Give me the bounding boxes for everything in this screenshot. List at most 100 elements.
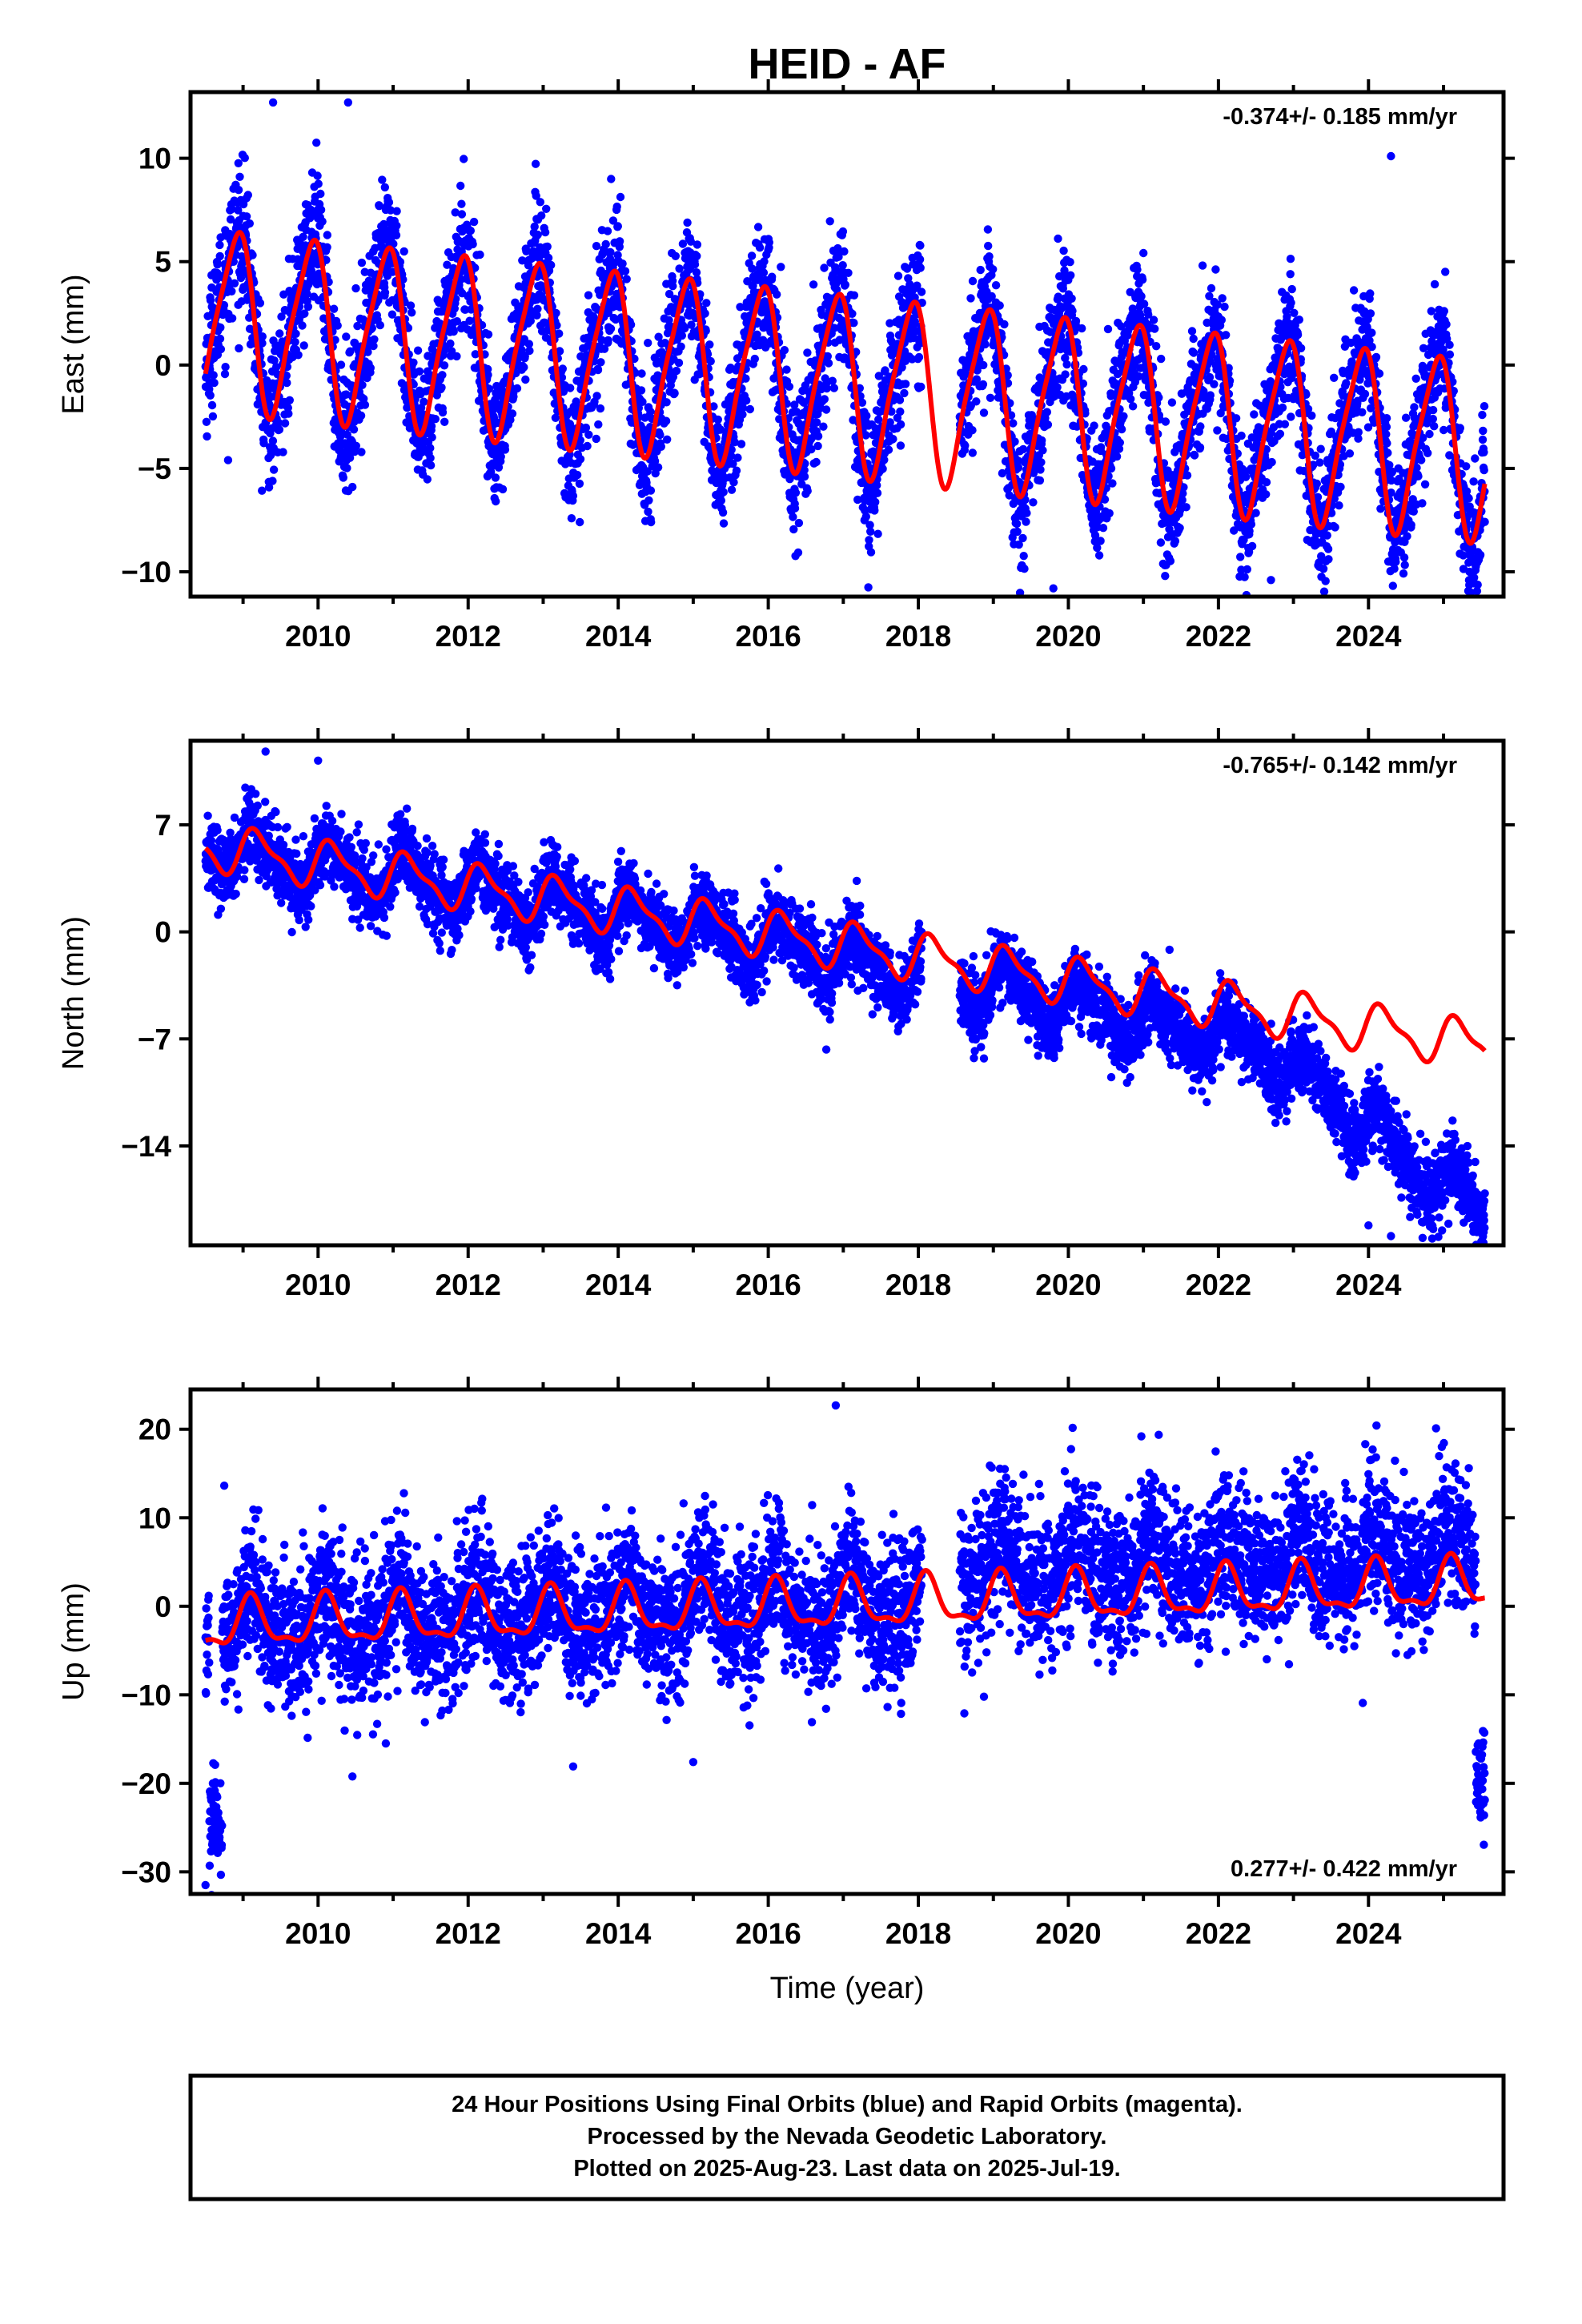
data-point [1000, 320, 1009, 329]
data-point [323, 231, 331, 239]
data-point [449, 327, 458, 336]
data-point [353, 321, 362, 331]
data-point [1061, 370, 1070, 379]
data-point [380, 288, 390, 297]
data-point [820, 395, 829, 404]
data-point [1115, 438, 1125, 447]
data-point [1014, 463, 1023, 472]
data-point [896, 420, 905, 429]
data-point [1376, 505, 1385, 513]
data-point [979, 408, 989, 417]
data-point [677, 331, 686, 340]
data-point [613, 222, 622, 231]
data-point [1287, 412, 1295, 421]
data-point [812, 457, 821, 467]
data-point [1037, 458, 1046, 467]
data-point [1247, 520, 1256, 529]
data-point [215, 240, 224, 250]
data-point [536, 198, 544, 207]
data-point [1205, 372, 1215, 382]
data-point [675, 264, 684, 273]
data-point [838, 227, 848, 236]
data-point [800, 472, 809, 481]
data-point [1220, 302, 1229, 312]
data-point [1166, 557, 1175, 565]
data-point [1251, 509, 1260, 517]
data-point [1009, 419, 1018, 428]
data-point [1336, 482, 1345, 492]
data-point [622, 275, 631, 283]
data-point [1330, 373, 1339, 382]
data-point [1156, 538, 1166, 547]
data-point [202, 417, 211, 426]
data-point [358, 380, 367, 389]
data-point [323, 243, 331, 251]
data-point [242, 212, 251, 221]
data-point [1119, 412, 1128, 420]
data-point [208, 412, 218, 421]
data-point [661, 416, 671, 425]
data-point [299, 341, 308, 350]
data-point [313, 171, 322, 180]
data-point [861, 512, 871, 521]
data-point [873, 489, 882, 497]
data-point [1290, 308, 1299, 317]
data-point [1054, 234, 1062, 243]
data-point [1319, 587, 1329, 596]
data-point [878, 464, 887, 473]
data-point [620, 267, 630, 275]
data-point [1275, 429, 1285, 438]
data-point [1323, 531, 1331, 540]
data-point [1335, 501, 1343, 510]
data-point [226, 215, 235, 224]
data-point [1029, 498, 1038, 507]
data-point [791, 489, 801, 497]
data-point [785, 382, 794, 391]
data-point [234, 186, 243, 195]
data-point [822, 384, 831, 393]
data-point [793, 548, 803, 557]
data-point [583, 441, 592, 451]
data-point [607, 175, 616, 183]
data-point [989, 265, 998, 274]
data-point [500, 445, 510, 454]
data-point [693, 251, 701, 260]
data-point [630, 354, 639, 364]
data-point [1207, 283, 1216, 293]
data-point [592, 392, 601, 400]
data-point [612, 202, 621, 211]
data-point [1079, 364, 1088, 374]
data-point [773, 290, 781, 299]
data-point [221, 363, 230, 372]
data-point [1198, 261, 1207, 270]
data-point [438, 371, 447, 380]
data-point [866, 548, 876, 557]
data-point [1311, 451, 1320, 460]
data-point [1038, 436, 1046, 445]
data-point [555, 347, 564, 356]
data-point [1022, 517, 1030, 526]
data-point [1126, 395, 1135, 404]
data-point [386, 206, 396, 215]
data-point [669, 282, 677, 291]
data-point [457, 199, 466, 208]
data-point [1331, 523, 1339, 532]
data-point [533, 230, 542, 239]
data-point [592, 434, 600, 444]
data-point [790, 504, 800, 513]
data-point [426, 444, 435, 452]
data-point [312, 139, 321, 147]
data-point [452, 317, 462, 326]
data-point [521, 375, 530, 384]
data-point [567, 514, 576, 523]
data-point [572, 470, 582, 480]
data-point [841, 280, 850, 289]
data-point [1012, 519, 1022, 529]
data-point [662, 398, 671, 407]
data-point [656, 430, 665, 440]
data-point [423, 475, 432, 484]
data-point [729, 478, 738, 487]
data-point [206, 391, 215, 400]
data-point [465, 316, 474, 325]
data-point [1321, 577, 1330, 585]
